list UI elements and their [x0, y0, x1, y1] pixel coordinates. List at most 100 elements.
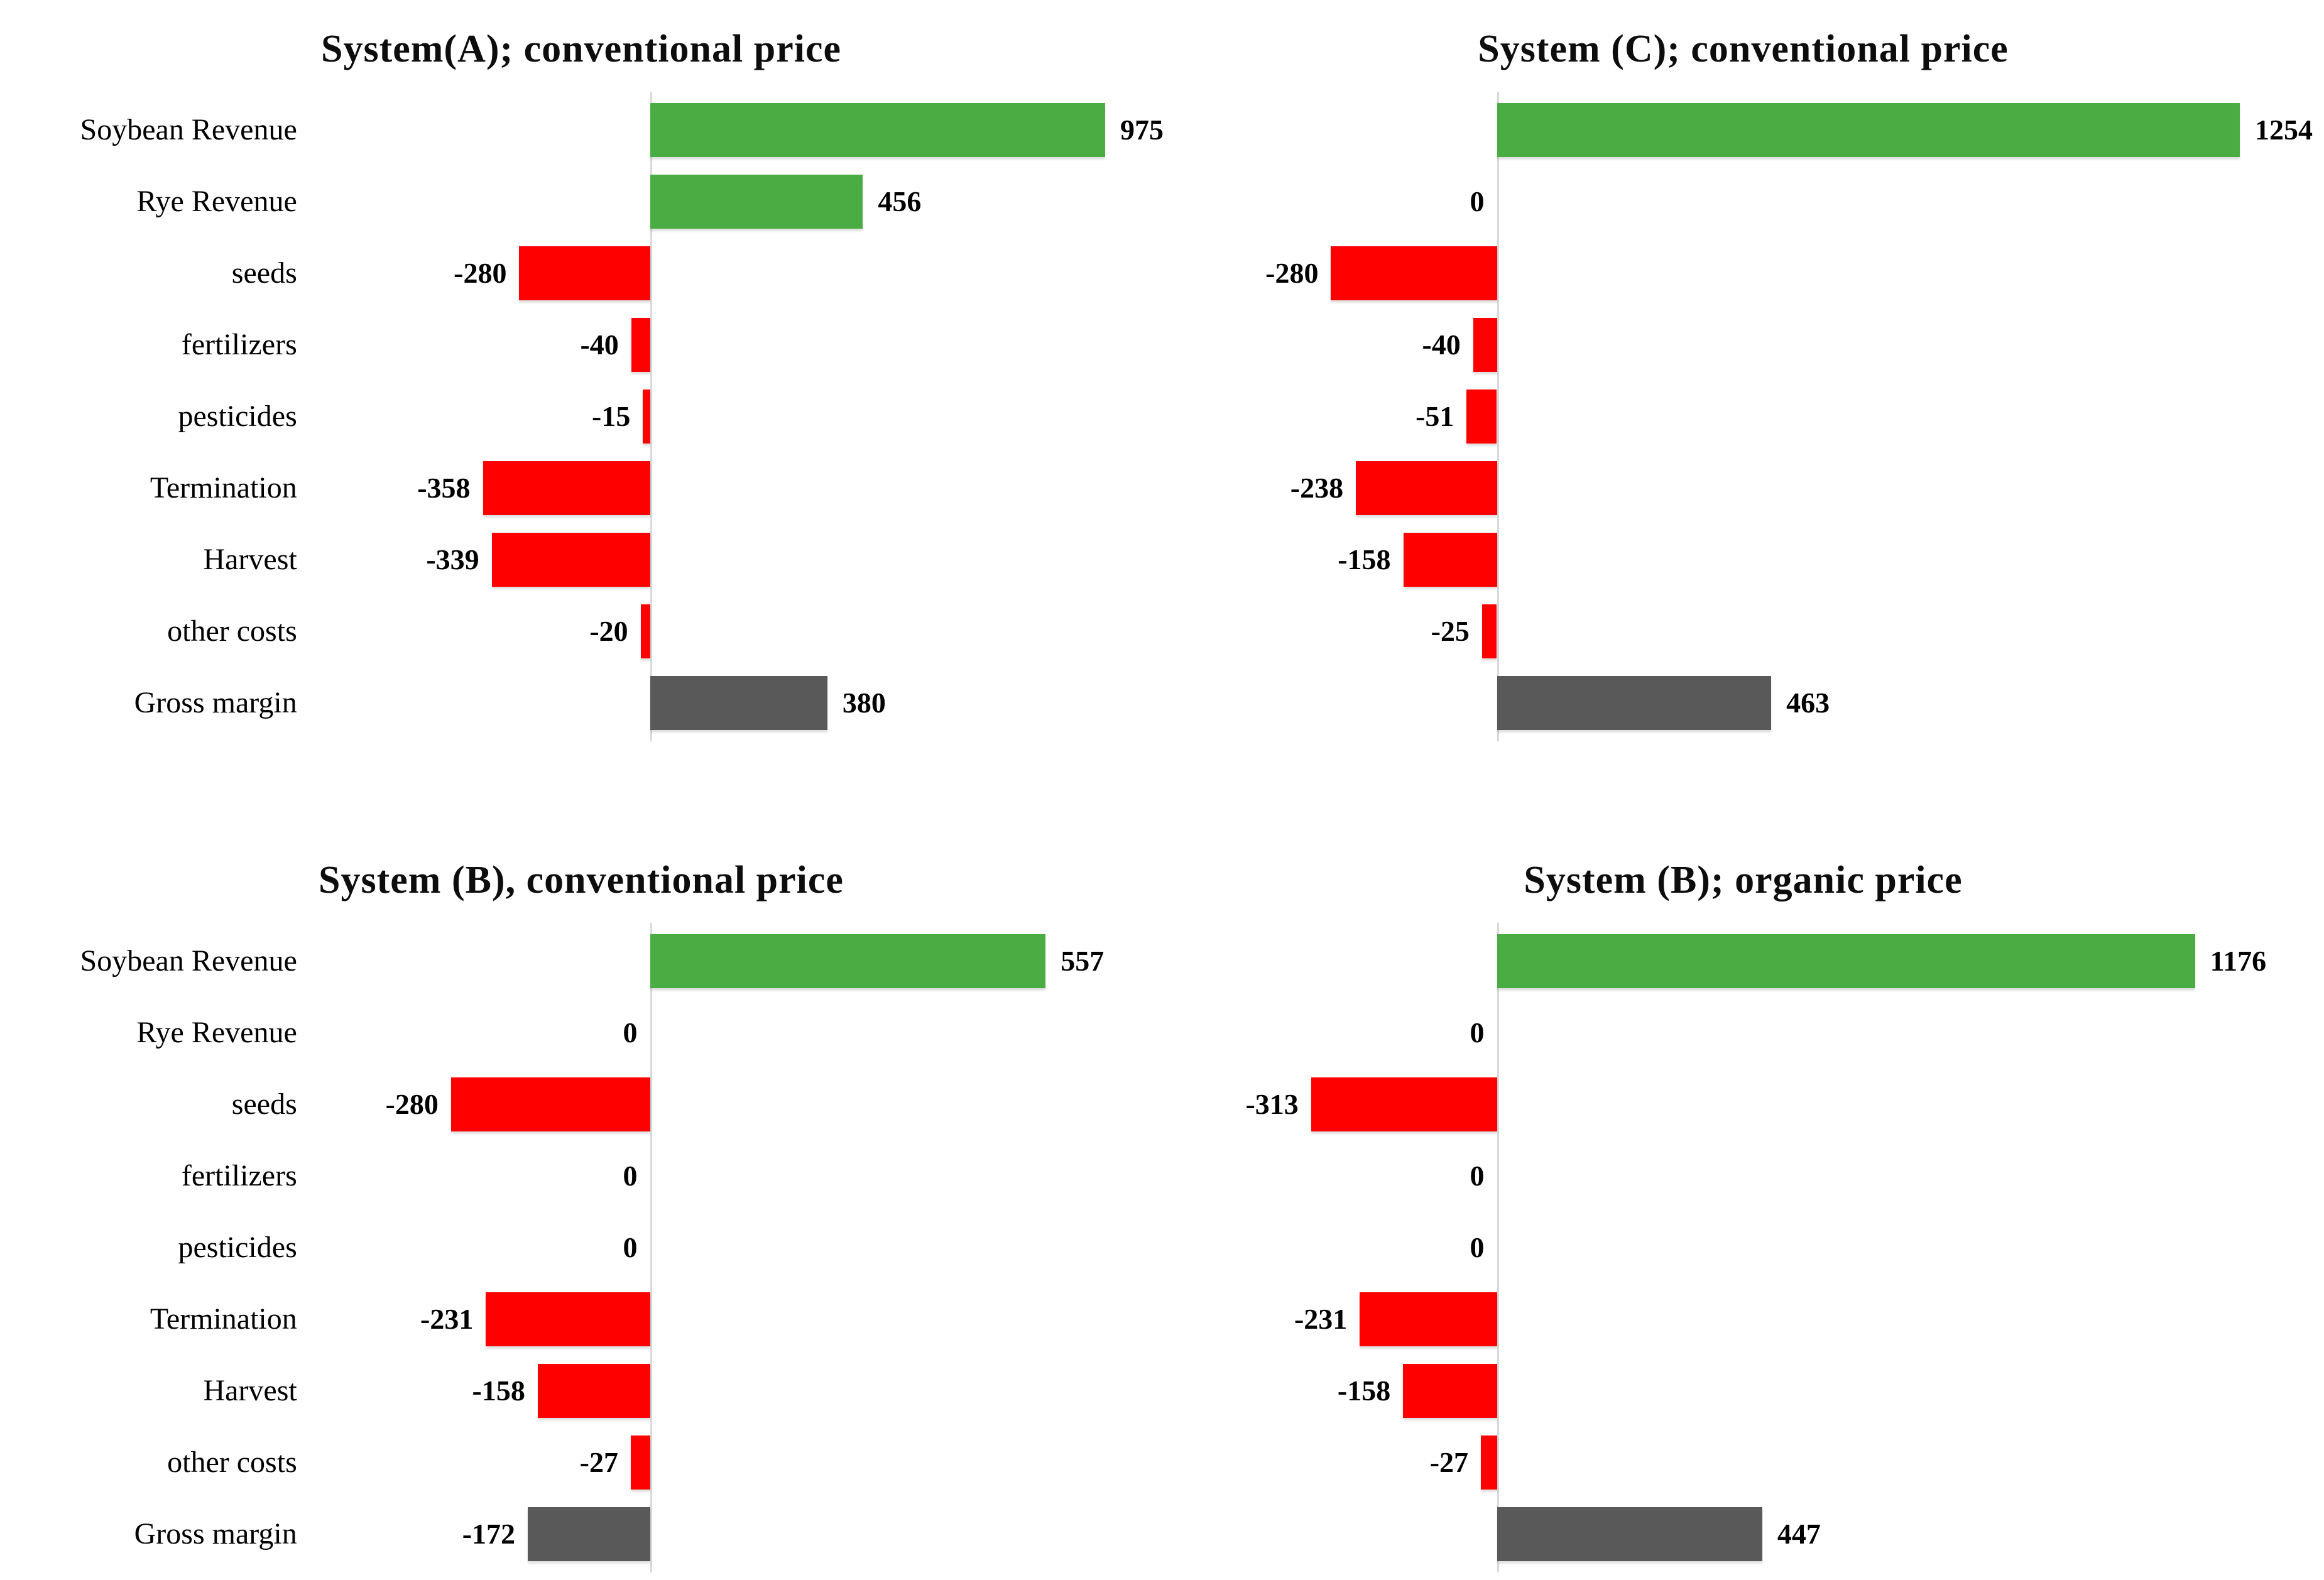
plot-cell: 0 [1162, 163, 2324, 240]
zero-axis-line [1497, 163, 1499, 240]
value-label-soybean-revenue: 557 [1061, 945, 1105, 977]
plot-cell: -358 [320, 450, 1162, 526]
plot-cell: -238 [1162, 450, 2324, 526]
bar-termination [483, 461, 650, 515]
plot-cell: -27 [1162, 1424, 2324, 1501]
value-label-other-costs: -27 [1429, 1446, 1469, 1478]
value-label-pesticides: -15 [592, 400, 631, 432]
value-label-termination: -231 [1294, 1303, 1348, 1335]
value-label-gross-margin: 463 [1786, 687, 1830, 719]
plot-cell: 1176 [1162, 923, 2324, 1000]
bar-termination [1356, 461, 1497, 515]
chart-row-rye-revenue: 0 [1162, 994, 2324, 1071]
chart-plot-area: 1176 0 -313 0 0 -231 -158 -27 447 [1162, 923, 2324, 1572]
plot-cell: 447 [1162, 1496, 2324, 1572]
category-label-termination: Termination [150, 471, 297, 504]
category-label-gross-margin: Gross margin [134, 686, 297, 719]
zero-axis-line [650, 235, 652, 312]
chart-title: System (B); organic price [1524, 859, 1963, 902]
chart-row-pesticides: 0 [1162, 1209, 2324, 1286]
bar-soybean-revenue [1497, 103, 2240, 157]
zero-axis-line [1497, 450, 1499, 526]
chart-row-fertilizers: -40 [1162, 307, 2324, 383]
plot-cell: -40 [320, 307, 1162, 383]
value-label-soybean-revenue: 1254 [2255, 114, 2313, 146]
bar-gross-margin [528, 1507, 650, 1561]
value-label-harvest: -158 [1338, 543, 1391, 575]
chart-row-gross-margin: 463 [1162, 665, 2324, 741]
value-label-fertilizers: -40 [1422, 329, 1461, 361]
chart-row-rye-revenue: 0 [1162, 163, 2324, 240]
chart-row-fertilizers: fertilizers 0 [0, 1138, 1162, 1214]
chart-row-soybean-revenue: Soybean Revenue 975 [0, 92, 1164, 168]
plot-cell: -172 [320, 1496, 1162, 1572]
plot-cell: -25 [1162, 593, 2324, 670]
plot-cell: 0 [1162, 1138, 2324, 1214]
zero-axis-line [650, 1066, 652, 1143]
chart-system-a-conventional: System(A); conventional price Soybean Re… [0, 0, 1164, 788]
bar-seeds [450, 1077, 650, 1131]
zero-axis-line [650, 521, 652, 598]
category-label-harvest: Harvest [203, 1374, 297, 1407]
chart-row-rye-revenue: Rye Revenue 0 [0, 994, 1162, 1071]
bar-gross-margin [650, 676, 827, 730]
value-label-rye-revenue: 0 [1470, 185, 1485, 217]
zero-axis-line [650, 994, 652, 1071]
zero-axis-line [1497, 1424, 1499, 1501]
chart-title: System (B), conventional price [319, 859, 844, 902]
bar-rye-revenue [650, 175, 863, 229]
bar-pesticides [643, 390, 650, 444]
chart-system-c-conventional: System (C); conventional price 1254 0 -280… [1162, 0, 2324, 788]
plot-cell: 1254 [1162, 92, 2324, 168]
chart-plot-area: Soybean Revenue 557 Rye Revenue 0 seeds -280 f… [0, 923, 1162, 1572]
value-label-fertilizers: -40 [580, 329, 619, 361]
zero-axis-line [1497, 1281, 1499, 1358]
plot-cell: 456 [320, 163, 1162, 240]
value-label-gross-margin: 447 [1777, 1518, 1821, 1550]
value-label-fertilizers: 0 [1470, 1160, 1485, 1192]
chart-title: System(A); conventional price [321, 28, 841, 70]
zero-axis-line [1497, 1066, 1499, 1143]
chart-row-pesticides: -51 [1162, 378, 2324, 455]
value-label-harvest: -158 [1337, 1375, 1391, 1407]
bar-harvest [537, 1364, 650, 1418]
bar-seeds [1311, 1077, 1497, 1131]
category-label-other-costs: other costs [167, 614, 297, 648]
category-label-seeds: seeds [231, 256, 297, 290]
plot-cell: -158 [1162, 1353, 2324, 1429]
zero-axis-line [1497, 521, 1499, 598]
chart-row-termination: -231 [1162, 1281, 2324, 1358]
chart-row-harvest: Harvest -158 [0, 1353, 1162, 1429]
chart-row-other-costs: other costs -27 [0, 1424, 1162, 1501]
plot-cell: -158 [1162, 521, 2324, 598]
bar-harvest [491, 533, 650, 587]
zero-axis-line [650, 1496, 652, 1572]
zero-axis-line [650, 1424, 652, 1501]
value-label-gross-margin: -172 [462, 1518, 516, 1550]
zero-axis-line [1497, 378, 1499, 455]
value-label-pesticides: 0 [1470, 1231, 1485, 1263]
category-label-fertilizers: fertilizers [181, 1159, 297, 1192]
chart-row-soybean-revenue: 1176 [1162, 923, 2324, 1000]
zero-axis-line [1497, 1138, 1499, 1214]
chart-row-termination: Termination -231 [0, 1281, 1162, 1358]
zero-axis-line [650, 1281, 652, 1358]
value-label-pesticides: -51 [1416, 400, 1454, 432]
plot-cell: 0 [320, 994, 1162, 1071]
plot-cell: -280 [320, 235, 1162, 312]
value-label-harvest: -158 [472, 1375, 525, 1407]
zero-axis-line [650, 1209, 652, 1286]
chart-row-harvest: Harvest -339 [0, 521, 1162, 598]
bar-soybean-revenue [650, 934, 1046, 988]
bar-other-costs [1481, 1436, 1497, 1490]
value-label-soybean-revenue: 975 [1120, 114, 1164, 146]
chart-row-gross-margin: 447 [1162, 1496, 2324, 1572]
chart-row-rye-revenue: Rye Revenue 456 [0, 163, 1162, 240]
plot-cell: -20 [320, 593, 1162, 670]
plot-cell: -158 [320, 1353, 1162, 1429]
value-label-termination: -358 [417, 472, 471, 504]
plot-cell: 975 [320, 92, 1164, 168]
chart-row-gross-margin: Gross margin -172 [0, 1496, 1162, 1572]
chart-row-termination: -238 [1162, 450, 2324, 526]
